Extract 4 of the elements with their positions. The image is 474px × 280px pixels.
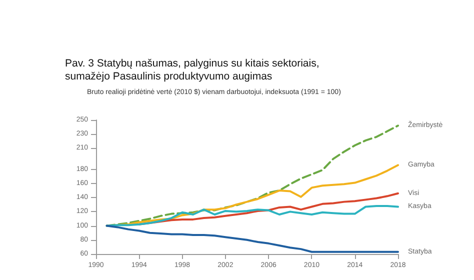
- line-series: [106, 224, 399, 253]
- line-series: [106, 124, 399, 227]
- chart-title: Pav. 3 Statybų našumas, palyginus su kitais sektoriais, sumažėjo Pasaulinis produktyvumo augimas: [65, 58, 322, 82]
- line-series: [106, 205, 399, 227]
